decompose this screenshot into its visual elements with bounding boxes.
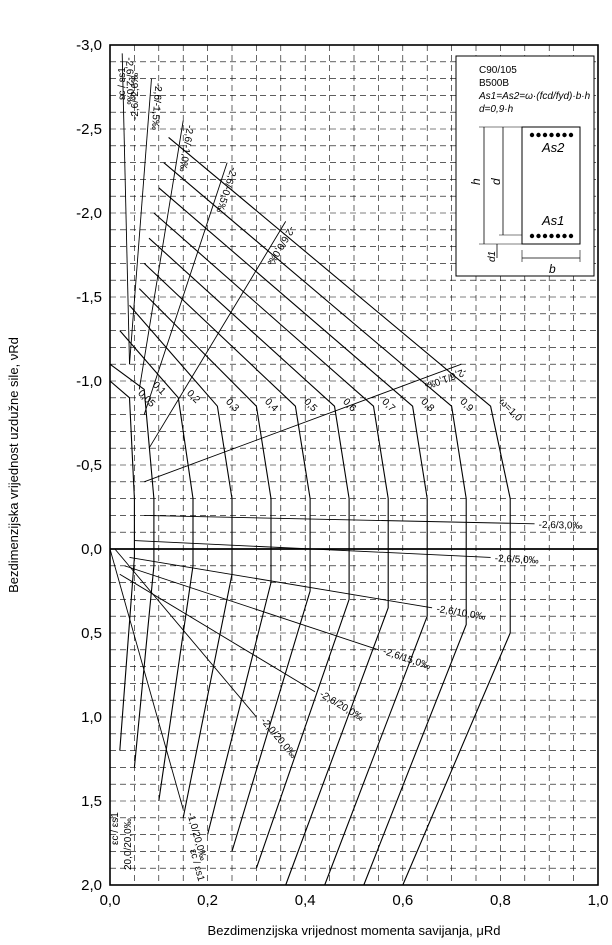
rebar-dot <box>536 132 541 138</box>
x-tick-label: 0,8 <box>490 892 511 909</box>
strain-line <box>143 162 228 415</box>
d1-label: d1 <box>487 251 498 262</box>
bottom-reinforcement <box>529 233 574 239</box>
omega-curve <box>153 212 389 886</box>
corner-top-axis-label: εc / εs1 <box>117 67 128 100</box>
omega-label: 0,9 <box>457 397 475 415</box>
y-axis-label: Bezdimenzijska vrijednost uzdužne sile, … <box>6 337 21 593</box>
rebar-dot <box>542 132 548 138</box>
as1-label: As1 <box>541 213 564 228</box>
rebar-dot <box>562 132 567 138</box>
corner-bottom-axis-label: εc / εs1 <box>110 812 121 845</box>
tick-labels: -3,0-2,5-2,0-1,5-1,0-0,50,00,51,01,52,00… <box>76 37 608 909</box>
strain-line <box>114 548 257 718</box>
y-tick-label: -2,0 <box>76 205 102 222</box>
omega-label: 0,2 <box>184 388 202 406</box>
y-tick-label: 1,0 <box>81 709 102 726</box>
omega-label: 0,4 <box>262 397 280 415</box>
strain-label: -2,6/-1,0‰ <box>177 124 195 172</box>
grid <box>109 44 599 886</box>
strain-line <box>138 120 184 390</box>
strain-label: -2,6/15,0‰ <box>381 646 431 672</box>
h-label: h <box>469 178 483 185</box>
y-tick-label: 2,0 <box>81 877 102 894</box>
omega-label: 0,8 <box>418 397 436 415</box>
rebar-dot <box>555 233 561 239</box>
omega-curve <box>168 136 511 886</box>
y-tick-label: 0,5 <box>81 625 102 642</box>
strain-line <box>129 78 152 365</box>
strain-label: -2,6/20,0‰ <box>317 689 365 724</box>
legend-steel: B500B <box>479 78 509 89</box>
omega-curve <box>158 187 428 886</box>
x-tick-label: 0,6 <box>392 892 413 909</box>
rebar-dot <box>568 233 574 239</box>
d-label: d <box>489 178 503 185</box>
corner-bottom-value-label: 20,0/20,0‰ <box>123 818 134 870</box>
rebar-dot <box>555 132 561 138</box>
omega-curve <box>143 263 311 852</box>
strain-label: -2,6/10,0‰ <box>436 604 487 623</box>
omega-curve <box>148 237 350 869</box>
cross-section <box>521 126 581 245</box>
strain-label: -2,6/-0,5‰ <box>213 166 238 214</box>
strain-line <box>144 363 462 483</box>
x-axis-label: Bezdimenzijska vrijednost momenta savija… <box>208 923 501 938</box>
strain-line <box>109 548 184 810</box>
rebar-dot <box>549 233 554 239</box>
omega-curve <box>119 330 194 802</box>
top-reinforcement <box>529 132 574 138</box>
rebar-dot <box>536 233 541 239</box>
y-tick-label: -2,5 <box>76 121 102 138</box>
strain-label: -2,6/-1,5‰ <box>149 82 164 130</box>
rebar-dot <box>568 132 574 138</box>
x-tick-label: 1,0 <box>588 892 609 909</box>
strain-label: -2,6/3,0‰ <box>538 520 582 532</box>
y-tick-label: 0,0 <box>81 541 102 558</box>
omega-label: 0,7 <box>379 397 397 415</box>
strain-line <box>148 221 287 449</box>
legend-formula1: As1=As2=ω·(fcd/fyd)·b·h <box>478 91 591 102</box>
strain-line <box>134 540 491 558</box>
strain-line <box>144 514 535 525</box>
y-tick-label: -3,0 <box>76 37 102 54</box>
legend-concrete: C90/105 <box>479 65 517 76</box>
corner-top-value-label: -2,6/-2,6‰ <box>130 73 141 120</box>
strain-line <box>129 556 433 609</box>
b-label: b <box>549 262 556 276</box>
strain-label: -2,0/20,0‰ <box>258 716 298 761</box>
rebar-dot <box>529 132 535 138</box>
omega-label: 0,5 <box>301 397 319 415</box>
strain-line <box>121 53 130 365</box>
omega-label: 0,3 <box>223 397 241 415</box>
omega-curve <box>109 363 155 768</box>
omega-curve <box>138 288 272 835</box>
x-tick-label: 0,0 <box>100 892 121 909</box>
legend-box: C90/105 B500B As1=As2=ω·(fcd/fyd)·b·h d=… <box>455 55 595 277</box>
rebar-dot <box>549 132 554 138</box>
y-tick-label: -1,5 <box>76 289 102 306</box>
omega-curve <box>109 380 135 751</box>
strain-label: -2,6/-2,0‰ <box>123 57 135 104</box>
strain-label: -2,6/5,0‰ <box>494 553 538 566</box>
rebar-dot <box>529 233 535 239</box>
legend-formula2: d=0,9·h <box>479 104 514 115</box>
y-tick-label: -1,0 <box>76 373 102 390</box>
y-tick-label: 1,5 <box>81 793 102 810</box>
x-tick-label: 0,4 <box>295 892 316 909</box>
y-tick-label: -0,5 <box>76 457 102 474</box>
x-tick-label: 0,2 <box>197 892 218 909</box>
strain-line <box>124 565 379 651</box>
as2-label: As2 <box>541 140 565 155</box>
rebar-dot <box>562 233 567 239</box>
legend-frame <box>455 55 595 277</box>
omega-curve <box>129 305 233 818</box>
omega-curve <box>163 162 467 886</box>
rebar-dot <box>542 233 548 239</box>
